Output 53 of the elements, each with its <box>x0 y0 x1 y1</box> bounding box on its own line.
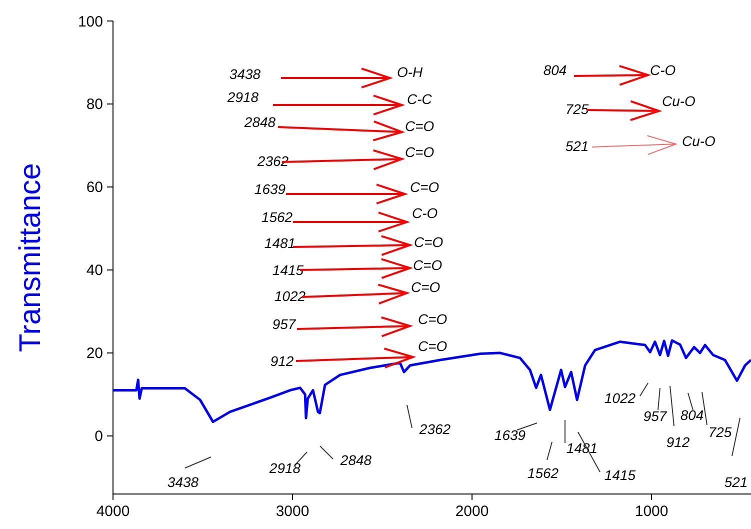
annotation: Cu-O <box>682 132 716 149</box>
annotation: Cu-O <box>662 92 696 109</box>
annotation: 1022 <box>604 390 636 406</box>
x-tick-label: 2000 <box>455 503 489 520</box>
annotation: C=O <box>405 144 434 160</box>
annotation: 1415 <box>604 466 636 483</box>
annotation: C=O <box>410 178 440 195</box>
x-tick-label: 1000 <box>634 503 668 520</box>
annotation: 804 <box>680 406 704 423</box>
annotation: 1022 <box>274 288 306 304</box>
annotation: 3438 <box>229 66 261 82</box>
annotation: O-H <box>397 64 424 80</box>
annotation: C=O <box>418 310 448 327</box>
annotation: 2918 <box>268 460 301 476</box>
annotation: 957 <box>272 316 297 332</box>
annotation: 1639 <box>494 426 526 443</box>
annotation: C=O <box>414 234 444 250</box>
x-tick-label: 4000 <box>96 503 130 520</box>
annotation: 521 <box>724 474 748 490</box>
annotation: C=O <box>413 256 442 273</box>
annotation: C-O <box>412 204 438 221</box>
y-tick-label: 60 <box>86 179 103 196</box>
annotation: 1639 <box>254 180 286 197</box>
annotation: 804 <box>543 62 567 78</box>
y-tick-label: 0 <box>94 428 103 446</box>
annotation: 3438 <box>167 474 199 490</box>
y-tick-label: 20 <box>86 345 103 362</box>
annotation: 1415 <box>272 262 304 278</box>
y-tick-label: 40 <box>86 262 103 280</box>
annotation: 957 <box>643 408 668 424</box>
annotation: 2918 <box>226 88 259 105</box>
annotation: C-C <box>407 90 433 107</box>
annotation: 2362 <box>256 152 289 169</box>
annotation: 2362 <box>418 420 451 437</box>
y-axis-title: Transmittance <box>14 163 47 352</box>
annotation: 1481 <box>264 234 296 251</box>
annotation: C=O <box>411 278 440 295</box>
annotation: C-O <box>650 62 676 78</box>
x-tick-label: 3000 <box>276 503 310 520</box>
y-tick-label: 100 <box>78 13 103 30</box>
annotation: 521 <box>565 138 589 154</box>
annotation: 1562 <box>527 464 559 481</box>
annotation: 725 <box>708 424 732 440</box>
y-tick-label: 80 <box>86 96 103 114</box>
line-series <box>112 339 751 424</box>
annotation: 725 <box>565 100 589 117</box>
annotation: C=O <box>405 118 434 134</box>
annotation: C=O <box>418 338 448 354</box>
annotation: 2848 <box>339 452 372 468</box>
annotation: 912 <box>270 352 294 369</box>
annotation: 1562 <box>261 208 293 225</box>
annotation: 912 <box>666 434 690 450</box>
annotation: 2848 <box>243 114 276 130</box>
